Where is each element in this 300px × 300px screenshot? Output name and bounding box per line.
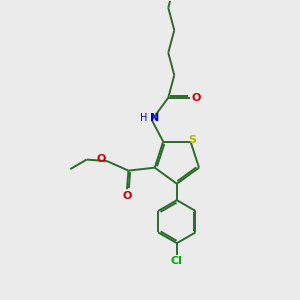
Text: O: O: [96, 154, 106, 164]
Text: O: O: [122, 191, 132, 201]
Text: Cl: Cl: [171, 256, 183, 266]
Text: H: H: [140, 113, 147, 123]
Text: S: S: [189, 134, 197, 145]
Text: N: N: [150, 113, 159, 123]
Text: O: O: [192, 93, 201, 103]
